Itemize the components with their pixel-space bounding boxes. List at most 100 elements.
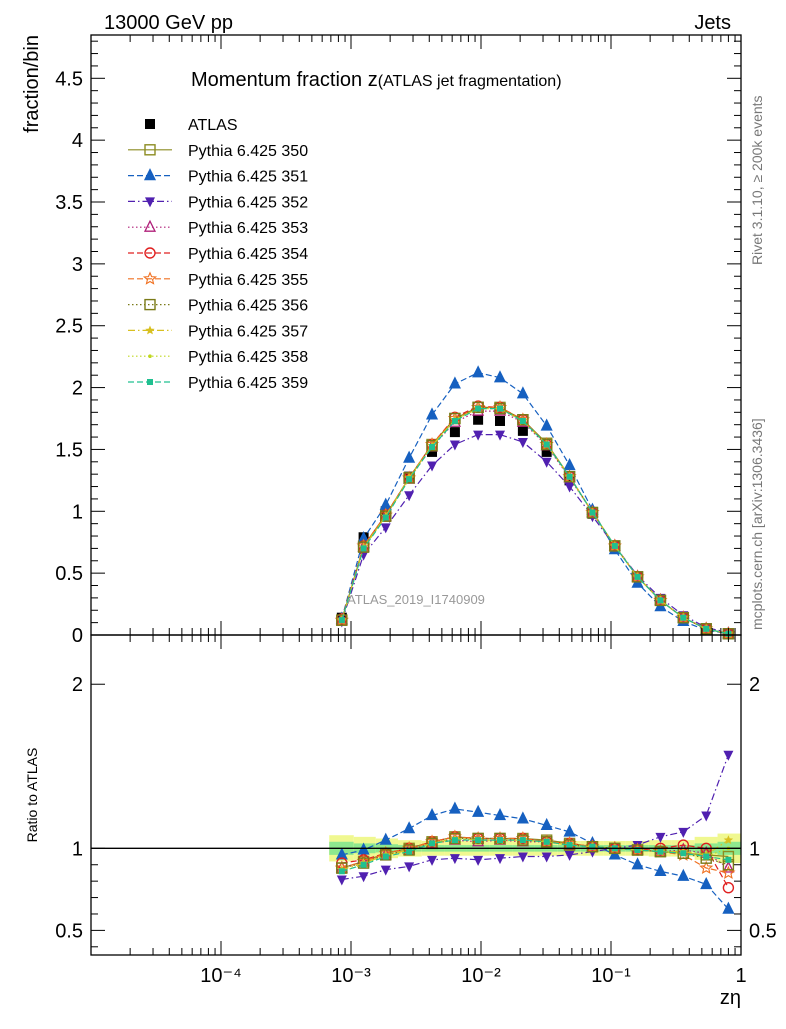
ratio-data-point — [519, 837, 526, 844]
main-data-point — [473, 430, 484, 441]
legend-marker — [144, 298, 156, 311]
header-left: 13000 GeV pp — [104, 12, 233, 34]
ratio-data-point — [699, 860, 714, 875]
legend-item: Pythia 6.425 354 — [128, 246, 308, 263]
ratio-data-point — [566, 842, 573, 849]
ratio-data-point — [678, 827, 689, 838]
y-tick-label: 1 — [72, 501, 83, 523]
ratio-y-tick-label-right: 2 — [749, 674, 760, 696]
y-tick-label: 4 — [72, 130, 83, 152]
ratio-data-point — [429, 840, 436, 847]
legend-item: Pythia 6.425 357 — [128, 323, 308, 340]
y-tick-label: 0.5 — [55, 563, 83, 585]
main-data-point — [448, 376, 461, 389]
main-data-point — [566, 473, 573, 480]
ratio-data-point — [425, 808, 439, 821]
main-data-point — [493, 370, 507, 383]
legend-marker — [144, 144, 156, 156]
main-data-point — [449, 427, 460, 438]
y-tick-label: 2.5 — [55, 316, 83, 338]
rivet-label: Rivet 3.1.10, ≥ 200k events — [749, 95, 765, 265]
ratio-data-layer — [91, 750, 741, 914]
legend-item: Pythia 6.425 351 — [128, 168, 308, 186]
main-series-2 — [335, 365, 735, 639]
main-data-point — [380, 510, 392, 522]
ratio-data-point — [494, 854, 505, 865]
main-data-point — [654, 594, 667, 607]
x-tick-label: 10⁻¹ — [591, 965, 631, 987]
ratio-data-point — [336, 875, 347, 886]
ratio-data-point — [723, 835, 734, 845]
ratio-y-tick-label-left: 1 — [72, 838, 83, 860]
legend-item: Pythia 6.425 350 — [128, 143, 308, 160]
ratio-data-point — [589, 843, 596, 850]
main-data-point — [680, 614, 687, 621]
main-data-point — [540, 438, 553, 451]
main-data-point — [517, 425, 528, 436]
main-series-line — [341, 408, 729, 635]
main-data-point — [634, 573, 641, 580]
legend-label: ATLAS — [188, 117, 238, 134]
ratio-data-point — [335, 847, 348, 860]
x-tick-label: 1 — [735, 965, 746, 987]
main-data-point — [427, 446, 438, 457]
legend-marker — [147, 379, 153, 385]
ratio-data-point — [448, 801, 461, 814]
legend-label: Pythia 6.425 354 — [188, 246, 308, 263]
main-data-point — [475, 405, 482, 412]
y-tick-label: 0 — [72, 625, 83, 647]
main-data-point — [541, 446, 552, 457]
legend-item: Pythia 6.425 353 — [128, 219, 308, 237]
ratio-data-point — [721, 865, 736, 879]
title-suffix: (ATLAS jet fragmentation) — [378, 73, 562, 90]
ratio-data-point — [493, 808, 507, 821]
main-data-point — [451, 417, 458, 424]
main-data-point — [336, 614, 348, 626]
main-ylabel: fraction/bin — [21, 35, 43, 133]
legend-item: Pythia 6.425 356 — [128, 298, 308, 315]
legend-item: Pythia 6.425 359 — [128, 375, 308, 392]
main-data-point — [403, 472, 415, 484]
main-data-point — [589, 509, 596, 516]
ratio-data-point — [358, 872, 369, 883]
y-tick-label: 1.5 — [55, 439, 83, 461]
main-data-point — [677, 611, 690, 624]
main-data-point — [631, 571, 644, 583]
ratio-data-point — [496, 837, 503, 844]
ratio-data-point — [338, 868, 345, 875]
mcplots-label: mcplots.cern.ch [arXiv:1306.3436] — [749, 418, 765, 630]
main-data-point — [494, 415, 505, 426]
x-tick-label: 10⁻⁴ — [200, 965, 241, 987]
legend-item: ATLAS — [145, 117, 238, 134]
ratio-panel: 0.5 0.5 1 1 2 2 10⁻⁴ 10⁻³ 10⁻² 10⁻¹ 1 Ratio to ATL… — [24, 634, 777, 987]
title-main: Momentum fraction z — [191, 69, 378, 91]
main-data-point — [516, 386, 529, 399]
main-data-point — [403, 450, 416, 463]
main-data-point — [380, 523, 391, 534]
y-tick-label: 3 — [72, 254, 83, 276]
main-series-line — [341, 410, 729, 635]
header-right: Jets — [694, 12, 731, 34]
main-data-point — [609, 540, 621, 552]
y-tick-label: 4.5 — [55, 68, 83, 90]
ratio-data-point — [472, 832, 484, 845]
ratio-data-point — [722, 882, 735, 894]
ratio-data-point — [517, 852, 528, 863]
main-data-point — [519, 417, 526, 424]
ratio-data-point — [541, 852, 552, 863]
main-data-point — [494, 430, 505, 441]
legend-marker — [143, 219, 157, 232]
main-data-point — [427, 461, 438, 472]
ratio-data-point — [723, 750, 734, 761]
main-data-point — [472, 365, 485, 378]
ratio-data-point — [700, 876, 713, 890]
main-data-layer — [334, 365, 736, 640]
ratio-y-tick-label-right: 1 — [749, 838, 760, 860]
ratio-data-point — [725, 856, 732, 863]
ratio-data-point — [703, 853, 710, 860]
legend-item: Pythia 6.425 355 — [128, 271, 308, 289]
legend-marker — [148, 354, 152, 359]
ratio-data-point — [404, 862, 415, 873]
main-data-point — [426, 440, 438, 452]
ratio-data-point — [406, 848, 413, 855]
